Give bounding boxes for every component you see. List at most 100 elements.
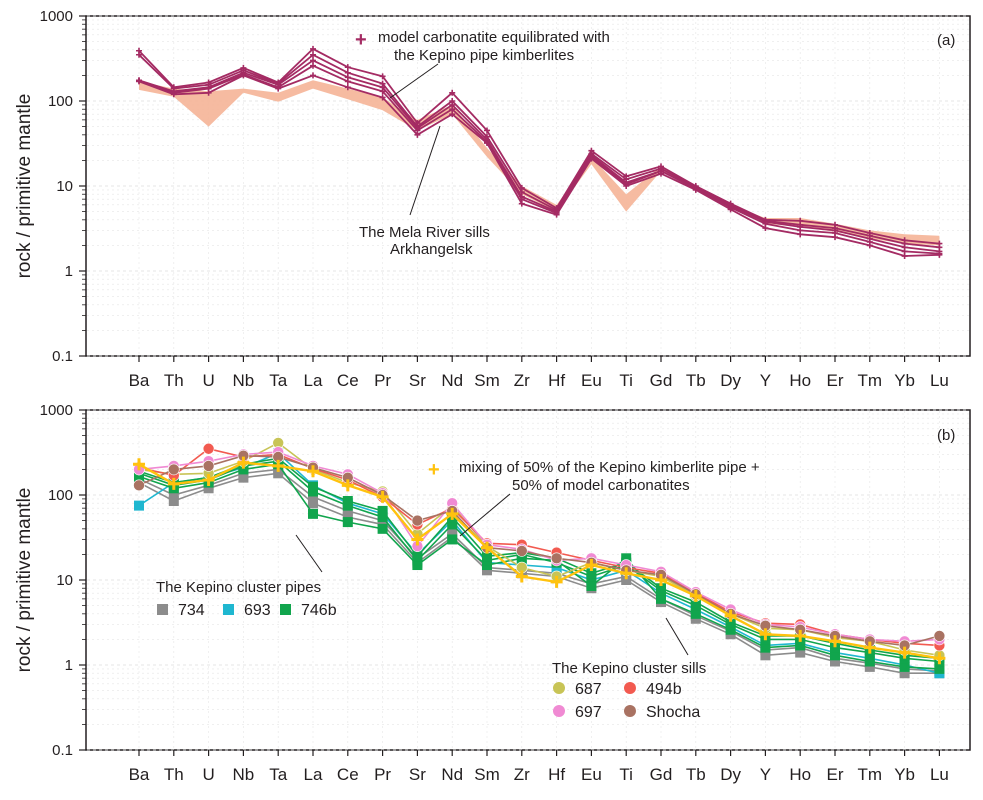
x-tick-label-nb: Nb	[233, 765, 255, 784]
x-tick-label-nd: Nd	[441, 765, 463, 784]
point-mixing-of-50-of-the-kepino-kim	[515, 570, 528, 583]
pipes-legend-title: The Kepino cluster pipes	[156, 579, 321, 596]
mela-river-band-area	[139, 80, 940, 246]
sills-legend-label-687: 687	[575, 681, 602, 698]
y-tick-label: 0.1	[52, 348, 73, 365]
x-tick-label-er: Er	[827, 765, 844, 784]
series-line-shocha	[138, 454, 940, 647]
series-line-494b	[138, 447, 940, 647]
x-tick-label-hf: Hf	[548, 371, 565, 390]
point-494b	[202, 442, 215, 455]
mixing-legend-label-line2: 50% of model carbonatites	[512, 477, 690, 494]
mela-label-line1: The Mela River sills	[359, 224, 490, 241]
x-tick-label-ho: Ho	[789, 765, 811, 784]
carbonatite-point	[658, 170, 664, 177]
point-734	[342, 512, 353, 523]
x-tick-label-tb: Tb	[686, 765, 706, 784]
y-tick-label: 1	[65, 657, 73, 674]
x-tick-label-sr: Sr	[409, 765, 426, 784]
x-tick-label-ti: Ti	[619, 371, 633, 390]
sills-legend-marker-697	[553, 705, 565, 717]
point-mixing-of-50-of-the-kepino-kim	[898, 646, 911, 659]
x-tick-label-lu: Lu	[930, 371, 949, 390]
panel-a-gridlines	[87, 15, 969, 357]
x-tick-label-la: La	[304, 371, 323, 390]
point-mixing-of-50-of-the-kepino-kim	[759, 628, 772, 641]
point-mixing-of-50-of-the-kepino-kim	[202, 474, 215, 487]
carbonatite-line-4	[138, 64, 940, 255]
pipes-legend: 734 693 746b	[157, 602, 337, 619]
mixing-legend: + mixing of 50% of the Kepino kimberlite…	[428, 459, 760, 494]
carbonatite-point	[310, 51, 316, 58]
carbonatite-point	[170, 91, 177, 98]
carbonatite-line-1	[138, 47, 940, 245]
point-734	[308, 498, 318, 509]
point-746b	[342, 517, 353, 528]
point-746b	[447, 534, 458, 545]
sills-legend-label-shocha: Shocha	[646, 704, 700, 721]
x-tick-label-pr: Pr	[374, 765, 391, 784]
x-tick-label-gd: Gd	[650, 765, 673, 784]
point-746b-2	[447, 519, 458, 530]
x-tick-label-ce: Ce	[337, 765, 359, 784]
mixing-legend-label-line1: mixing of 50% of the Kepino kimberlite p…	[459, 459, 760, 476]
y-tick-label: 100	[48, 93, 73, 110]
x-tick-label-zr: Zr	[514, 765, 530, 784]
point-mixing-of-50-of-the-kepino-kim	[863, 641, 876, 654]
y-tick-label: 10	[56, 572, 73, 589]
carbonatite-point	[727, 206, 734, 213]
x-tick-label-y: Y	[760, 371, 771, 390]
x-tick-label-ho: Ho	[789, 371, 811, 390]
y-tick-label: 1	[65, 263, 73, 280]
sills-legend: 687 494b 697 Shocha	[553, 681, 700, 721]
sills-legend-marker-687	[553, 682, 565, 694]
point-746b-3	[586, 568, 597, 579]
point-746b	[795, 640, 806, 651]
point-mixing-of-50-of-the-kepino-kim	[620, 567, 633, 580]
point-746b-3	[690, 597, 701, 608]
point-mixing-of-50-of-the-kepino-kim	[446, 507, 459, 520]
point-746b	[899, 661, 910, 672]
sills-legend-label-494b: 494b	[646, 681, 682, 698]
point-746b	[308, 508, 318, 519]
carbonatite-point	[588, 155, 595, 162]
carbonatite-line-5	[138, 74, 940, 257]
x-tick-label-zr: Zr	[514, 371, 530, 390]
carbonatite-point	[901, 253, 908, 260]
series-line-746b-2	[138, 460, 940, 663]
carbonatite-point	[623, 183, 630, 189]
x-tick-label-hf: Hf	[548, 765, 565, 784]
point-746b-3	[412, 551, 423, 562]
point-746b	[760, 642, 771, 653]
point-mixing-of-50-of-the-kepino-kim	[933, 652, 946, 665]
point-746b-3	[725, 617, 736, 628]
x-tick-label-lu: Lu	[930, 765, 949, 784]
point-shocha	[933, 630, 946, 642]
point-734b	[308, 491, 318, 502]
x-tick-label-tm: Tm	[858, 765, 883, 784]
point-746b-3	[656, 583, 666, 594]
mixing-legend-marker: +	[428, 459, 440, 481]
carbonatite-point	[344, 84, 351, 91]
pipes-legend-marker-693	[223, 604, 234, 615]
sills-legend-marker-shocha	[624, 705, 636, 717]
point-shocha	[202, 460, 215, 472]
point-693	[134, 500, 144, 511]
x-tick-label-nb: Nb	[233, 371, 255, 390]
point-mixing-of-50-of-the-kepino-kim	[829, 635, 841, 648]
x-tick-label-sm: Sm	[474, 765, 500, 784]
x-tick-label-er: Er	[827, 371, 844, 390]
point-mixing-of-50-of-the-kepino-kim	[481, 541, 493, 554]
point-746b-3	[308, 481, 318, 492]
x-tick-label-ta: Ta	[269, 765, 288, 784]
panel-b-label: (b)	[937, 427, 955, 444]
point-mixing-of-50-of-the-kepino-kim	[341, 479, 354, 492]
point-734	[168, 495, 179, 506]
sills-legend-label-697: 697	[575, 704, 602, 721]
point-746b	[934, 663, 945, 674]
x-tick-label-nd: Nd	[441, 371, 463, 390]
x-tick-label-gd: Gd	[650, 371, 673, 390]
carbonatite-point	[484, 140, 490, 147]
carbonatite-legend-marker: +	[355, 29, 367, 51]
